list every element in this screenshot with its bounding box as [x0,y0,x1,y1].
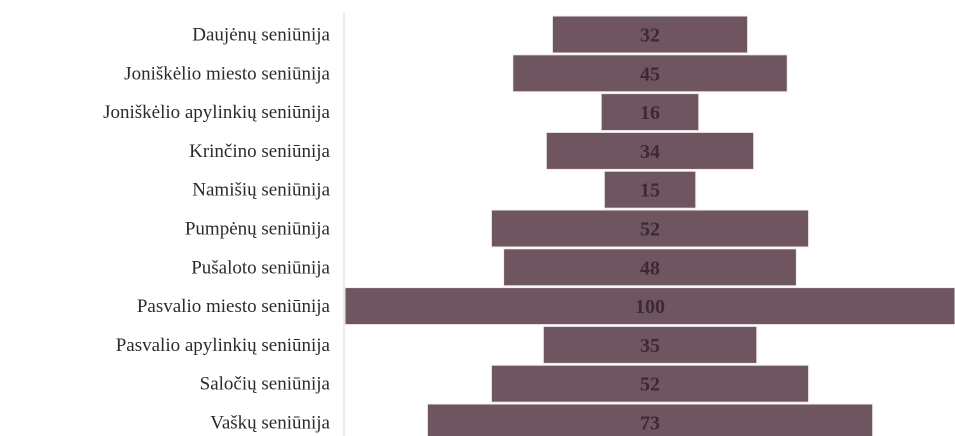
category-labels-group: Daujėnų seniūnija Joniškėlio miesto seniū… [103,25,331,434]
bar-9 [490,364,810,403]
value-label: 45 [640,63,660,85]
value-label: 52 [640,219,660,241]
value-labels-group: 32 45 16 34 15 52 48 100 35 52 73 [635,25,665,435]
bar-1 [512,54,788,93]
bar-3 [545,131,755,170]
value-label: 35 [640,335,660,357]
bar-7 [344,287,955,326]
value-label: 15 [640,180,660,202]
category-label: Pasvalio miesto seniūnija [137,296,331,317]
value-label: 73 [640,413,660,435]
category-label: Krinčino seniūnija [189,141,330,162]
value-label: 34 [640,141,660,163]
value-label: 48 [640,257,660,279]
bar-6 [503,248,797,287]
category-label: Pumpėnų seniūnija [185,219,331,240]
bar-0 [551,15,749,54]
category-label: Pušaloto seniūnija [191,257,330,278]
category-label: Daujėnų seniūnija [192,25,330,46]
bar-5 [490,209,810,248]
bar-4 [603,170,697,209]
bar-8 [542,325,758,364]
value-label: 32 [640,25,660,47]
value-label: 100 [635,296,665,318]
category-label: Joniškėlio miesto seniūnija [124,63,330,84]
bar-10 [426,403,874,436]
value-label: 16 [640,102,660,124]
bar-2 [600,93,700,132]
value-label: 52 [640,374,660,396]
category-label: Pasvalio apylinkių seniūnija [116,335,331,356]
category-label: Vaškų seniūnija [210,413,330,434]
bars-group [344,15,955,436]
category-label: Saločių seniūnija [200,374,331,395]
category-label: Joniškėlio apylinkių seniūnija [103,102,330,123]
category-label: Namišių seniūnija [192,180,330,201]
